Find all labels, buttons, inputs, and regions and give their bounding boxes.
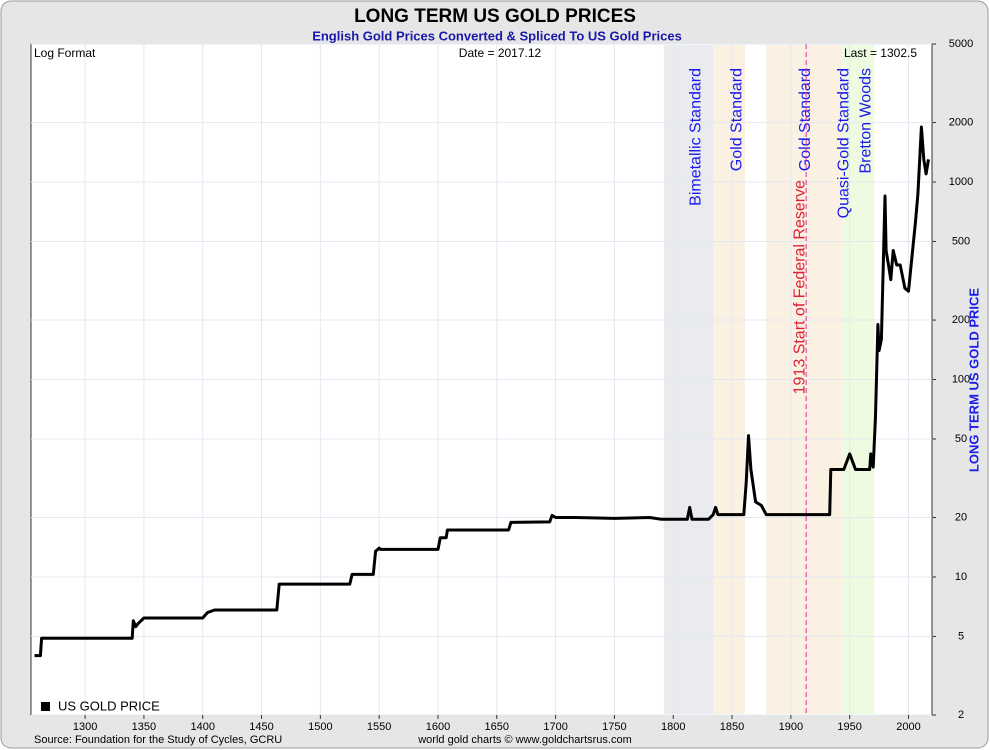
note: Last = 1302.5 — [844, 46, 917, 60]
x-tick-label: 1850 — [720, 721, 744, 733]
y-tick-label: 100 — [952, 373, 970, 385]
x-tick-label: 2000 — [896, 721, 920, 733]
x-tick-label: 1650 — [485, 721, 509, 733]
region-label: Quasi-Gold Standard — [835, 68, 852, 218]
x-tick-label: 1600 — [426, 721, 450, 733]
region-label: Bretton Woods — [858, 68, 875, 174]
x-tick-label: 1400 — [190, 721, 214, 733]
y-axis-label: LONG TERM US GOLD PRICE — [966, 288, 981, 473]
region-label: Gold Standard — [797, 68, 814, 171]
chart-subtitle: English Gold Prices Converted & Spliced … — [312, 28, 682, 43]
x-tick-label: 1800 — [661, 721, 685, 733]
x-tick-label: 1450 — [249, 721, 273, 733]
legend-label: US GOLD PRICE — [58, 698, 160, 713]
source: Source: Foundation for the Study of Cycl… — [34, 734, 282, 746]
region-label: Bimetallic Standard — [688, 68, 705, 206]
y-tick-label: 2 — [958, 709, 964, 721]
y-tick-label: 1000 — [949, 176, 973, 188]
price-line — [34, 125, 930, 658]
note: Log Format — [34, 46, 96, 60]
y-tick-label: 200 — [952, 314, 970, 326]
x-tick-label: 1900 — [779, 721, 803, 733]
x-tick-label: 1500 — [308, 721, 332, 733]
y-tick-label: 500 — [952, 235, 970, 247]
region-label: Gold Standard — [728, 68, 745, 171]
y-tick-label: 5 — [958, 630, 964, 642]
y-tick-label: 50 — [955, 433, 967, 445]
y-tick-label: 2000 — [949, 116, 973, 128]
plot: 2 5 10 20 50 100 200 500 1000 2000 5000 1300 1350 140… — [31, 38, 973, 733]
x-tick-label: 1350 — [132, 721, 156, 733]
credit: world gold charts © www.goldchartsrus.co… — [417, 734, 632, 746]
x-tick-label: 1300 — [73, 721, 97, 733]
x-tick-label: 1950 — [837, 721, 861, 733]
y-tick-label: 20 — [955, 511, 967, 523]
legend-swatch — [41, 702, 50, 711]
event-label: 1913 Start of Federal Reserve — [791, 180, 808, 394]
y-tick-label: 5000 — [949, 38, 973, 50]
x-tick-label: 1750 — [602, 721, 626, 733]
x-tick-label: 1550 — [367, 721, 391, 733]
x-tick-label: 1700 — [543, 721, 567, 733]
note: Date = 2017.12 — [459, 46, 542, 60]
chart-title: LONG TERM US GOLD PRICES — [354, 6, 636, 27]
y-tick-label: 10 — [955, 571, 967, 583]
